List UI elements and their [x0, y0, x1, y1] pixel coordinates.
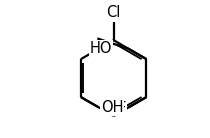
Text: OH: OH: [101, 100, 123, 116]
Text: HO: HO: [90, 41, 113, 56]
Text: F: F: [118, 101, 126, 116]
Text: Cl: Cl: [106, 5, 121, 20]
